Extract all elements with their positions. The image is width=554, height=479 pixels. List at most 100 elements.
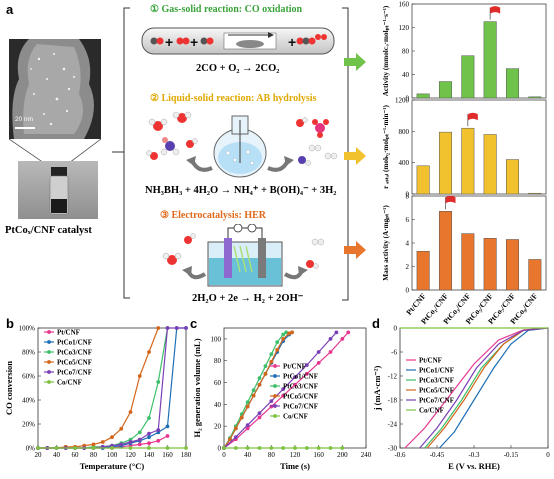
series-point-1 [340, 337, 345, 341]
bar-chart-3-bar [438, 211, 453, 291]
series-point-5 [304, 363, 309, 367]
y-tick-label: 20 [214, 423, 222, 431]
reaction-2-num: ② [150, 93, 159, 104]
legend-marker [273, 394, 277, 398]
series-point-6 [316, 446, 321, 450]
bar-chart-2-bar [505, 159, 520, 195]
legend-marker [273, 384, 277, 388]
bar-chart-2-bar [416, 165, 430, 195]
y-tick-label: 100 [211, 335, 222, 343]
arrow-to-mass-activity [344, 241, 366, 259]
series-point-5 [334, 330, 339, 335]
series-point-1 [293, 382, 297, 387]
legend-label: Pt/CNF [283, 363, 306, 371]
arrow-to-rate [344, 147, 366, 165]
series-point-1 [346, 330, 351, 335]
series-point-6 [257, 446, 262, 450]
co-oxidation-tube: + + + [141, 27, 335, 55]
legend-marker [273, 414, 277, 418]
bar-chart-1-bar [438, 81, 453, 99]
legend-marker [47, 330, 51, 334]
y-tick-label: 60 [214, 379, 222, 387]
bar-chart-3-ytick-label: 6 [406, 216, 410, 224]
series-point-4 [239, 415, 244, 420]
legend-label: Co/CNF [419, 407, 444, 415]
legend-label: PtCo5/CNF [419, 387, 454, 395]
legend-label: PtCo1/CNF [283, 373, 318, 381]
series-point-5 [328, 337, 333, 341]
y-axis-label: j (mA·cm⁻²) [372, 366, 382, 412]
reaction-3-title: ③ Electrocatalysis: HER [160, 210, 266, 221]
x-tick-label: 120 [290, 451, 301, 459]
her-electrolysis-cell [162, 224, 325, 287]
series-point-6 [233, 446, 238, 450]
y-tick-label: 40 [214, 401, 222, 409]
bar-chart-3-bar [483, 238, 497, 291]
y-tick-label: -30 [388, 445, 398, 453]
series-point-5 [147, 431, 151, 436]
series-line-5 [223, 331, 337, 449]
co-conversion-chart: 20 40 60 80 100 120 140 160 180 0% 20% 40% 60% 80% 100… [4, 325, 192, 472]
series-point-4 [91, 442, 96, 447]
x-tick-label: 80 [90, 451, 98, 459]
reaction-1-equation: 2CO + O₂ → 2CO₂ [196, 63, 280, 74]
series-point-5 [269, 399, 274, 403]
series-point-4 [100, 440, 105, 444]
reaction-1-title: ① Gas-solid reaction: CO oxidation [150, 4, 302, 15]
series-line-5 [419, 327, 549, 449]
bar-chart-1-ylabel: Activity (mmolᴄₒ·molₚₜ⁻¹·s⁻¹) [382, 5, 390, 96]
flag-icon [467, 112, 478, 127]
reaction-3-num: ③ [160, 210, 169, 221]
bar-chart-1-ytick-label: 0 [406, 95, 410, 103]
tem-image: 20 nm [9, 39, 101, 139]
series-point-6 [222, 446, 226, 450]
legend-label: PtCo3/CNF [419, 377, 454, 385]
x-tick-label: 40 [53, 451, 61, 459]
series-point-1 [328, 350, 333, 354]
reaction-1-num: ① [150, 4, 159, 15]
x-tick-label: 40 [244, 451, 252, 459]
series-point-5 [281, 387, 286, 391]
bar-chart-2-frame [411, 99, 547, 195]
series-point-6 [293, 446, 297, 450]
arrow-to-activity [344, 53, 366, 71]
bar-chart-2-bar [483, 134, 497, 195]
x-tick-label: -0.45 [430, 451, 445, 459]
panel-d-letter: d [372, 316, 380, 331]
series-point-3 [251, 388, 256, 393]
flag-cloth [490, 6, 501, 14]
legend-marker [273, 374, 277, 378]
flag-icon [445, 195, 456, 210]
x-tick-label: 0 [546, 451, 550, 459]
x-tick-label: 20 [35, 451, 43, 459]
series-point-5 [165, 326, 170, 330]
series-point-6 [91, 446, 96, 450]
scale-bar-label: 20 nm [15, 116, 34, 123]
series-point-4 [233, 426, 238, 431]
series-point-4 [275, 347, 280, 352]
x-axis-label: Temperature (°C) [80, 461, 145, 471]
bar-chart-2-ytick-label: 800 [399, 128, 410, 136]
x-axis-label: E (V vs. RHE) [448, 461, 500, 471]
reaction-2-equation: NH₃BH₃ + 4H₂O → NH₄⁺ + B(OH)₄⁻ + 3H₂ [145, 185, 337, 196]
y-tick-label: 40% [22, 397, 35, 405]
series-point-5 [119, 442, 124, 447]
panel-a-letter: a [6, 2, 14, 17]
reaction-2-text: Liquid-solid reaction: AB hydrolysis [161, 93, 317, 104]
x-tick-label: 80 [268, 451, 276, 459]
bar-chart-3-frame [411, 195, 547, 291]
series-point-5 [174, 326, 179, 330]
bar-chart-2-bar [438, 131, 453, 195]
bar-chart-1-bar [461, 55, 475, 99]
bar-chart-3-ytick-label: 8 [406, 193, 410, 201]
series-point-1 [147, 441, 151, 446]
bar-chart-3-ytick-label: 2 [406, 263, 410, 271]
series-point-4 [137, 374, 142, 378]
series-point-4 [287, 331, 291, 336]
series-point-6 [245, 446, 250, 450]
x-tick-label: 200 [337, 451, 348, 459]
series-point-5 [257, 411, 262, 415]
x-tick-label: 160 [162, 451, 173, 459]
series-point-6 [281, 446, 286, 450]
